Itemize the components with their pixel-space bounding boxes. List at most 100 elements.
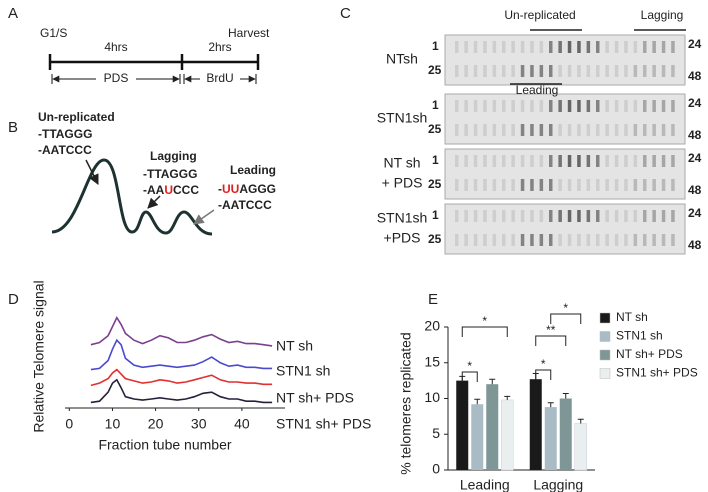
gel-band	[483, 234, 487, 246]
gel-band	[455, 41, 459, 53]
gel-band	[473, 124, 478, 136]
gel-band	[605, 100, 609, 112]
strand: -AATCCC	[38, 143, 92, 157]
strand-segment: -	[218, 182, 222, 196]
gel-band	[643, 124, 647, 136]
panel-letter: D	[8, 291, 19, 308]
legend-swatch	[599, 349, 611, 361]
gel-band	[671, 65, 675, 77]
error-bar	[577, 418, 584, 424]
x-tick-label: Lagging	[533, 477, 583, 492]
gel-band	[614, 124, 619, 136]
strand-segment: -AATCCC	[38, 143, 92, 157]
gel-band	[671, 179, 675, 191]
gel-band	[502, 155, 506, 167]
gel-band	[558, 100, 562, 112]
gel-band	[671, 41, 675, 53]
gel-band	[455, 179, 459, 191]
strand: -AAUCCC	[143, 183, 199, 197]
timeline-start: G1/S	[40, 26, 67, 40]
gel-band	[511, 210, 515, 222]
gel-band	[511, 234, 515, 246]
strand: -AATCCC	[218, 198, 272, 212]
gel-band	[577, 179, 581, 191]
y-axis-label: % telomeres replicated	[398, 332, 414, 474]
significance-bracket	[535, 369, 552, 380]
gel-header: Lagging	[641, 8, 684, 22]
legend-swatch	[599, 368, 611, 379]
gel-band	[577, 65, 581, 77]
line-series	[90, 378, 273, 404]
gel-band	[614, 234, 619, 246]
gel-band	[473, 210, 478, 222]
gel-band	[624, 179, 628, 191]
x-axis-label: Fraction tube number	[98, 437, 231, 453]
panel-letter: A	[8, 5, 18, 22]
gel-band	[530, 179, 534, 191]
gel-band	[549, 65, 553, 77]
gel-band	[586, 124, 591, 136]
y-axis-label: Relative Telomere signal	[31, 280, 47, 432]
gel-band	[558, 155, 562, 167]
profile-curve	[51, 158, 213, 236]
gel-band	[539, 65, 544, 77]
gel-band	[520, 234, 525, 246]
gel-band	[586, 210, 591, 222]
series-label: NT sh	[276, 338, 313, 354]
bar	[486, 384, 499, 470]
line-series	[90, 368, 273, 387]
y-tick-label: 0	[432, 461, 440, 477]
strand-segment: UU	[222, 182, 239, 196]
gel-band	[464, 65, 468, 77]
gel-image	[444, 203, 686, 255]
lane-number: 48	[688, 128, 702, 142]
gel-band	[549, 210, 553, 222]
duration: 2hrs	[208, 40, 231, 54]
gel-band	[511, 100, 515, 112]
gel-band	[464, 210, 468, 222]
gel-band	[502, 65, 506, 77]
gel-band	[643, 179, 647, 191]
gel-band	[652, 155, 656, 167]
gel-band	[633, 65, 638, 77]
gel-band	[671, 234, 675, 246]
gel-band	[464, 155, 468, 167]
gel-band	[530, 65, 534, 77]
error-bar	[489, 378, 496, 385]
x-tick-label: 40	[234, 416, 250, 432]
gel-band	[643, 100, 647, 112]
gel-band	[511, 65, 515, 77]
gel-band	[614, 100, 619, 112]
lane-number: 48	[688, 183, 702, 197]
gel-band	[614, 210, 619, 222]
panel-letter: E	[428, 291, 438, 308]
gel-band	[605, 210, 609, 222]
lane-number: 25	[428, 177, 442, 191]
gel-band	[492, 179, 497, 191]
gel-band	[455, 65, 459, 77]
gel-header: Un-replicated	[504, 8, 575, 22]
gel-band	[511, 41, 515, 53]
strand-segment: -AA	[143, 183, 165, 197]
gel-band	[596, 100, 600, 112]
gel-band	[455, 124, 459, 136]
gel-band	[520, 41, 525, 53]
strand-segment: -AATCCC	[218, 198, 272, 212]
gel-band	[624, 65, 628, 77]
gel-band	[652, 65, 656, 77]
panel-letter: B	[8, 119, 18, 136]
treatment: PDS	[104, 71, 129, 85]
gel-band	[661, 155, 666, 167]
gel-band	[464, 124, 468, 136]
gel-band	[464, 41, 468, 53]
gel-band	[567, 41, 572, 53]
lane-number: 1	[432, 39, 439, 53]
gel-header: Leading	[516, 83, 559, 97]
gel-band	[605, 65, 609, 77]
x-tick-label: 30	[191, 416, 207, 432]
strand-segment: CCC	[173, 183, 199, 197]
gel-band	[549, 155, 553, 167]
gel-band	[624, 100, 628, 112]
lane-number: 24	[688, 206, 702, 220]
